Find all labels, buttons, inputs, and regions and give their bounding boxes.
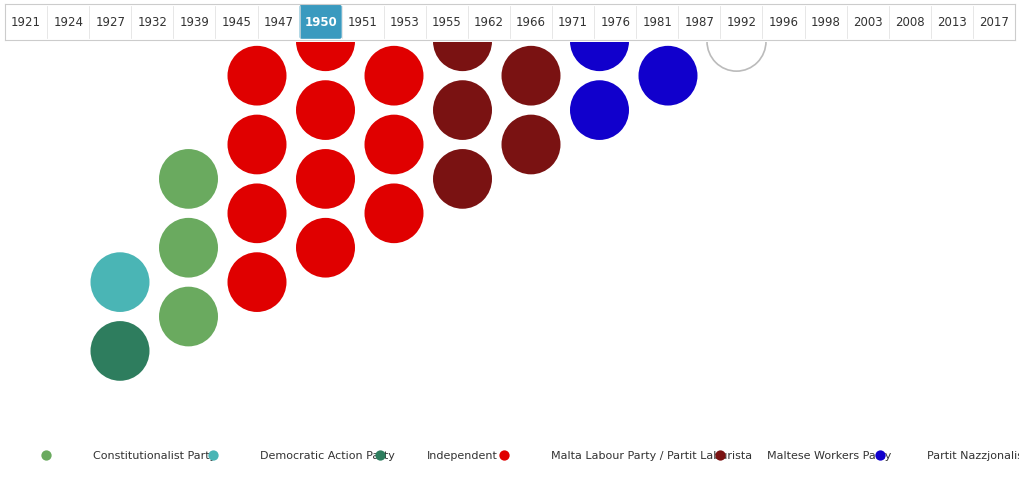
Circle shape <box>159 150 218 209</box>
Text: 1945: 1945 <box>221 16 252 29</box>
Text: 1924: 1924 <box>53 16 84 29</box>
Circle shape <box>706 12 765 72</box>
Circle shape <box>364 184 423 244</box>
Circle shape <box>91 322 150 381</box>
Circle shape <box>433 0 491 3</box>
Text: 2003: 2003 <box>852 16 881 29</box>
Text: Constitutionalist Party: Constitutionalist Party <box>93 450 216 460</box>
Text: 2017: 2017 <box>978 16 1008 29</box>
Text: 1950: 1950 <box>304 16 336 29</box>
Circle shape <box>843 0 902 3</box>
Text: Malta Labour Party / Partit Laburista: Malta Labour Party / Partit Laburista <box>550 450 751 460</box>
Point <box>205 451 221 459</box>
Circle shape <box>91 253 150 312</box>
Text: 1976: 1976 <box>599 16 630 29</box>
Text: 1996: 1996 <box>767 16 798 29</box>
Text: 2013: 2013 <box>936 16 966 29</box>
Circle shape <box>570 12 629 72</box>
Circle shape <box>227 115 286 175</box>
Circle shape <box>364 47 423 106</box>
Circle shape <box>159 287 218 347</box>
Text: 1927: 1927 <box>95 16 125 29</box>
Circle shape <box>433 150 491 209</box>
Circle shape <box>433 12 491 72</box>
Circle shape <box>501 47 560 106</box>
Text: 1998: 1998 <box>810 16 840 29</box>
Point <box>371 451 387 459</box>
Text: 1981: 1981 <box>642 16 672 29</box>
Point <box>711 451 728 459</box>
Text: 1962: 1962 <box>474 16 503 29</box>
Circle shape <box>570 81 629 141</box>
Text: Independent: Independent <box>426 450 497 460</box>
Circle shape <box>364 115 423 175</box>
Circle shape <box>296 0 355 3</box>
Text: 1953: 1953 <box>389 16 419 29</box>
Text: Maltese Workers Party: Maltese Workers Party <box>766 450 891 460</box>
Point <box>38 451 54 459</box>
Text: 1971: 1971 <box>557 16 588 29</box>
Text: 1921: 1921 <box>11 16 41 29</box>
Circle shape <box>227 47 286 106</box>
Point <box>495 451 512 459</box>
Text: 1987: 1987 <box>684 16 713 29</box>
Circle shape <box>296 218 355 278</box>
Text: 1932: 1932 <box>138 16 167 29</box>
Point <box>871 451 888 459</box>
Text: 1939: 1939 <box>179 16 209 29</box>
Circle shape <box>296 12 355 72</box>
Text: 1992: 1992 <box>726 16 756 29</box>
Circle shape <box>774 0 834 37</box>
Circle shape <box>159 218 218 278</box>
Text: 1951: 1951 <box>347 16 377 29</box>
Circle shape <box>570 0 629 3</box>
Text: 1947: 1947 <box>263 16 293 29</box>
Text: Democratic Action Party: Democratic Action Party <box>260 450 394 460</box>
Circle shape <box>638 47 697 106</box>
Circle shape <box>706 0 765 3</box>
Circle shape <box>227 253 286 312</box>
Circle shape <box>296 81 355 141</box>
Circle shape <box>501 115 560 175</box>
Text: 1966: 1966 <box>516 16 545 29</box>
Circle shape <box>638 0 697 37</box>
FancyBboxPatch shape <box>300 6 341 40</box>
Circle shape <box>501 0 560 37</box>
Circle shape <box>433 81 491 141</box>
Circle shape <box>296 150 355 209</box>
Text: 2008: 2008 <box>894 16 923 29</box>
Text: 1955: 1955 <box>432 16 462 29</box>
Circle shape <box>364 0 423 37</box>
Text: Partit Nazzjonalista: Partit Nazzjonalista <box>925 450 1019 460</box>
Circle shape <box>227 184 286 244</box>
